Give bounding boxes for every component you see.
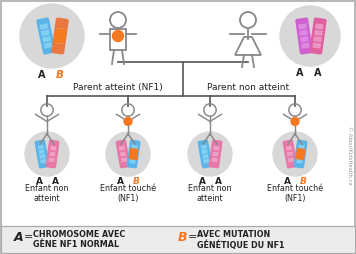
FancyBboxPatch shape [298,149,304,154]
FancyBboxPatch shape [198,140,213,168]
FancyBboxPatch shape [57,28,65,34]
Text: Enfant non
atteint: Enfant non atteint [25,184,69,203]
FancyBboxPatch shape [213,146,219,150]
FancyBboxPatch shape [213,152,219,156]
Text: B: B [132,177,140,186]
Circle shape [291,118,299,125]
Text: =: = [24,232,33,242]
FancyBboxPatch shape [298,23,307,29]
FancyBboxPatch shape [120,152,126,156]
FancyBboxPatch shape [309,18,327,55]
FancyBboxPatch shape [126,140,141,168]
FancyBboxPatch shape [46,140,59,168]
FancyBboxPatch shape [51,18,69,55]
FancyBboxPatch shape [38,145,44,149]
FancyBboxPatch shape [202,154,209,159]
FancyBboxPatch shape [48,157,55,162]
FancyBboxPatch shape [211,157,218,162]
FancyBboxPatch shape [299,30,308,36]
FancyBboxPatch shape [203,159,209,164]
Circle shape [280,6,340,66]
FancyBboxPatch shape [295,18,313,55]
Text: A: A [296,68,304,78]
Text: A: A [52,177,58,186]
Text: Enfant non
atteint: Enfant non atteint [188,184,232,203]
FancyBboxPatch shape [297,154,303,159]
Circle shape [25,132,69,176]
FancyBboxPatch shape [297,159,303,164]
Text: A: A [199,177,205,186]
Circle shape [273,132,317,176]
Circle shape [124,118,132,125]
Text: Parent atteint (NF1): Parent atteint (NF1) [73,83,163,92]
FancyBboxPatch shape [287,152,293,156]
FancyBboxPatch shape [201,149,208,154]
Text: Enfant touché
(NF1): Enfant touché (NF1) [267,184,323,203]
FancyBboxPatch shape [116,140,130,168]
FancyBboxPatch shape [40,23,48,30]
FancyBboxPatch shape [313,42,321,49]
FancyBboxPatch shape [41,30,50,36]
FancyBboxPatch shape [129,148,138,160]
FancyBboxPatch shape [315,23,324,29]
Text: A: A [314,68,322,78]
FancyBboxPatch shape [314,30,323,36]
FancyBboxPatch shape [130,154,136,159]
FancyBboxPatch shape [313,36,322,42]
Text: A: A [116,177,124,186]
Text: AVEC MUTATION
GÉNÉTIQUE DU NF1: AVEC MUTATION GÉNÉTIQUE DU NF1 [197,230,284,250]
Text: Parent non atteint: Parent non atteint [207,83,289,92]
FancyBboxPatch shape [201,145,207,149]
FancyBboxPatch shape [40,159,46,164]
FancyBboxPatch shape [55,38,63,44]
Text: B: B [56,70,64,80]
FancyBboxPatch shape [286,146,292,151]
FancyBboxPatch shape [301,42,310,49]
Text: B: B [299,177,307,186]
FancyBboxPatch shape [54,28,66,44]
Circle shape [106,132,150,176]
Text: A: A [38,70,46,80]
FancyBboxPatch shape [131,145,137,149]
FancyBboxPatch shape [42,36,51,42]
FancyBboxPatch shape [38,149,45,154]
FancyBboxPatch shape [293,140,308,168]
Circle shape [112,30,124,41]
FancyBboxPatch shape [288,157,294,162]
FancyBboxPatch shape [209,140,222,168]
FancyBboxPatch shape [131,149,137,154]
FancyBboxPatch shape [39,154,46,159]
Text: CHROMOSOME AVEC
GÈNE NF1 NORMAL: CHROMOSOME AVEC GÈNE NF1 NORMAL [33,230,125,249]
FancyBboxPatch shape [49,152,56,156]
Text: A: A [14,231,23,244]
FancyBboxPatch shape [298,145,305,149]
FancyBboxPatch shape [36,17,56,55]
FancyBboxPatch shape [44,42,52,49]
Text: A: A [283,177,290,186]
FancyBboxPatch shape [130,159,136,164]
FancyBboxPatch shape [119,146,125,151]
FancyBboxPatch shape [35,140,49,168]
Text: Enfant touché
(NF1): Enfant touché (NF1) [100,184,156,203]
Text: A: A [215,177,221,186]
Text: B: B [178,231,188,244]
Text: A: A [36,177,42,186]
FancyBboxPatch shape [300,36,309,42]
FancyBboxPatch shape [50,146,56,150]
FancyBboxPatch shape [295,148,305,160]
Text: =: = [188,232,197,242]
Text: © AboutKidsHealth.ca: © AboutKidsHealth.ca [347,126,352,184]
FancyBboxPatch shape [121,157,127,162]
Circle shape [188,132,232,176]
FancyBboxPatch shape [1,226,355,253]
Circle shape [20,4,84,68]
FancyBboxPatch shape [283,140,297,168]
